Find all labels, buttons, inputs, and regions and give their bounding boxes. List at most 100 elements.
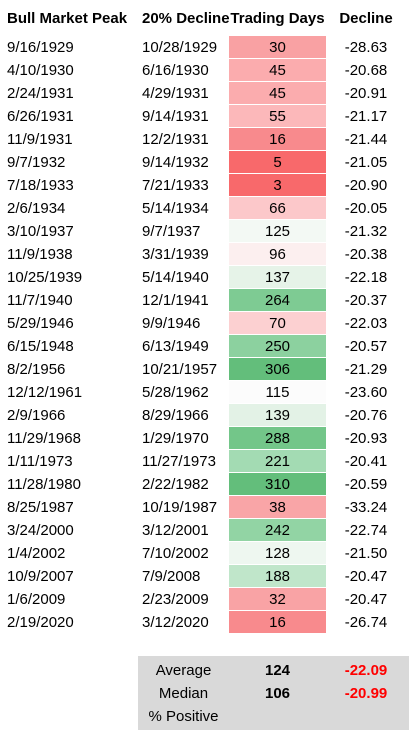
- peak-date-cell: 5/29/1946: [7, 315, 74, 332]
- trading-days-cell: 306: [229, 358, 326, 380]
- decline-date-cell: 9/14/1932: [142, 154, 209, 171]
- peak-date-cell: 2/6/1934: [7, 200, 66, 217]
- decline-date-cell: 4/29/1931: [142, 85, 209, 102]
- table-row: 6/26/1931 9/14/1931 55 -21.17: [0, 105, 411, 128]
- decline-percent-cell: -21.50: [344, 545, 388, 562]
- peak-date-cell: 7/18/1933: [7, 177, 74, 194]
- trading-days-cell: 221: [229, 450, 326, 472]
- decline-date-cell: 3/31/1939: [142, 246, 209, 263]
- decline-date-cell: 6/13/1949: [142, 338, 209, 355]
- decline-percent-cell: -20.47: [344, 568, 388, 585]
- decline-percent-cell: -33.24: [344, 499, 388, 516]
- header-20-percent-decline: 20% Decline: [142, 10, 230, 27]
- trading-days-cell: 125: [229, 220, 326, 242]
- decline-date-cell: 11/27/1973: [142, 453, 216, 470]
- summary-average-decline: -22.09: [344, 662, 388, 679]
- trading-days-cell: 66: [229, 197, 326, 219]
- trading-days-cell: 30: [229, 36, 326, 58]
- trading-days-cell: 45: [229, 59, 326, 81]
- peak-date-cell: 4/10/1930: [7, 62, 74, 79]
- peak-date-cell: 2/9/1966: [7, 407, 66, 424]
- peak-date-cell: 11/7/1940: [7, 292, 73, 309]
- table-row: 7/18/1933 7/21/1933 3 -20.90: [0, 174, 411, 197]
- table-row: 2/9/1966 8/29/1966 139 -20.76: [0, 404, 411, 427]
- trading-days-cell: 45: [229, 82, 326, 104]
- trading-days-cell: 188: [229, 565, 326, 587]
- peak-date-cell: 1/4/2002: [7, 545, 66, 562]
- table-row: 3/24/2000 3/12/2001 242 -22.74: [0, 519, 411, 542]
- decline-percent-cell: -20.91: [344, 85, 388, 102]
- table-row: 2/24/1931 4/29/1931 45 -20.91: [0, 82, 411, 105]
- trading-days-cell: 128: [229, 542, 326, 564]
- trading-days-cell: 55: [229, 105, 326, 127]
- trading-days-cell: 32: [229, 588, 326, 610]
- table-row: 4/10/1930 6/16/1930 45 -20.68: [0, 59, 411, 82]
- decline-percent-cell: -20.37: [344, 292, 388, 309]
- decline-percent-cell: -21.29: [344, 361, 388, 378]
- summary-median-decline: -20.99: [344, 685, 388, 702]
- table-row: 10/9/2007 7/9/2008 188 -20.47: [0, 565, 411, 588]
- table-row: 1/6/2009 2/23/2009 32 -20.47: [0, 588, 411, 611]
- decline-percent-cell: -20.76: [344, 407, 388, 424]
- peak-date-cell: 8/2/1956: [7, 361, 66, 378]
- table-row: 8/25/1987 10/19/1987 38 -33.24: [0, 496, 411, 519]
- peak-date-cell: 10/25/1939: [7, 269, 83, 286]
- peak-date-cell: 6/26/1931: [7, 108, 74, 125]
- decline-date-cell: 9/9/1946: [142, 315, 201, 332]
- table-row: 9/16/1929 10/28/1929 30 -28.63: [0, 36, 411, 59]
- decline-percent-cell: -28.63: [344, 39, 388, 56]
- decline-percent-cell: -20.47: [344, 591, 388, 608]
- decline-date-cell: 7/9/2008: [142, 568, 201, 585]
- peak-date-cell: 11/9/1938: [7, 246, 73, 263]
- summary-label-positive: % Positive: [148, 708, 219, 725]
- table-row: 11/9/1931 12/2/1931 16 -21.44: [0, 128, 411, 151]
- decline-percent-cell: -26.74: [344, 614, 388, 631]
- trading-days-cell: 5: [229, 151, 326, 173]
- decline-percent-cell: -20.68: [344, 62, 388, 79]
- table-row: 11/28/1980 2/22/1982 310 -20.59: [0, 473, 411, 496]
- peak-date-cell: 6/15/1948: [7, 338, 74, 355]
- decline-percent-cell: -22.03: [344, 315, 388, 332]
- peak-date-cell: 9/16/1929: [7, 39, 74, 56]
- peak-date-cell: 1/11/1973: [7, 453, 73, 470]
- trading-days-cell: 96: [229, 243, 326, 265]
- summary-block: Average 124 -22.09 Median 106 -20.99 % P…: [138, 656, 409, 730]
- table-row: 11/29/1968 1/29/1970 288 -20.93: [0, 427, 411, 450]
- decline-date-cell: 5/14/1940: [142, 269, 209, 286]
- peak-date-cell: 2/24/1931: [7, 85, 74, 102]
- peak-date-cell: 3/10/1937: [7, 223, 74, 240]
- decline-percent-cell: -20.90: [344, 177, 388, 194]
- table-row: 6/15/1948 6/13/1949 250 -20.57: [0, 335, 411, 358]
- peak-date-cell: 9/7/1932: [7, 154, 66, 171]
- trading-days-cell: 16: [229, 128, 326, 150]
- decline-date-cell: 8/29/1966: [142, 407, 209, 424]
- decline-date-cell: 9/7/1937: [142, 223, 201, 240]
- summary-row-positive: % Positive: [138, 706, 409, 728]
- trading-days-cell: 137: [229, 266, 326, 288]
- trading-days-cell: 115: [229, 381, 326, 403]
- trading-days-cell: 139: [229, 404, 326, 426]
- trading-days-cell: 3: [229, 174, 326, 196]
- decline-date-cell: 1/29/1970: [142, 430, 209, 447]
- decline-date-cell: 10/21/1957: [142, 361, 218, 378]
- decline-date-cell: 5/28/1962: [142, 384, 209, 401]
- decline-percent-cell: -23.60: [344, 384, 388, 401]
- trading-days-cell: 70: [229, 312, 326, 334]
- summary-label-median: Median: [158, 685, 209, 702]
- peak-date-cell: 11/28/1980: [7, 476, 81, 493]
- decline-percent-cell: -21.32: [344, 223, 388, 240]
- decline-date-cell: 3/12/2001: [142, 522, 209, 539]
- table-row: 8/2/1956 10/21/1957 306 -21.29: [0, 358, 411, 381]
- decline-date-cell: 7/10/2002: [142, 545, 209, 562]
- table-row: 11/9/1938 3/31/1939 96 -20.38: [0, 243, 411, 266]
- trading-days-cell: 310: [229, 473, 326, 495]
- decline-date-cell: 7/21/1933: [142, 177, 209, 194]
- decline-percent-cell: -20.57: [344, 338, 388, 355]
- decline-date-cell: 5/14/1934: [142, 200, 209, 217]
- decline-date-cell: 2/22/1982: [142, 476, 209, 493]
- trading-days-cell: 250: [229, 335, 326, 357]
- decline-date-cell: 3/12/2020: [142, 614, 209, 631]
- trading-days-cell: 288: [229, 427, 326, 449]
- peak-date-cell: 12/12/1961: [7, 384, 83, 401]
- trading-days-cell: 38: [229, 496, 326, 518]
